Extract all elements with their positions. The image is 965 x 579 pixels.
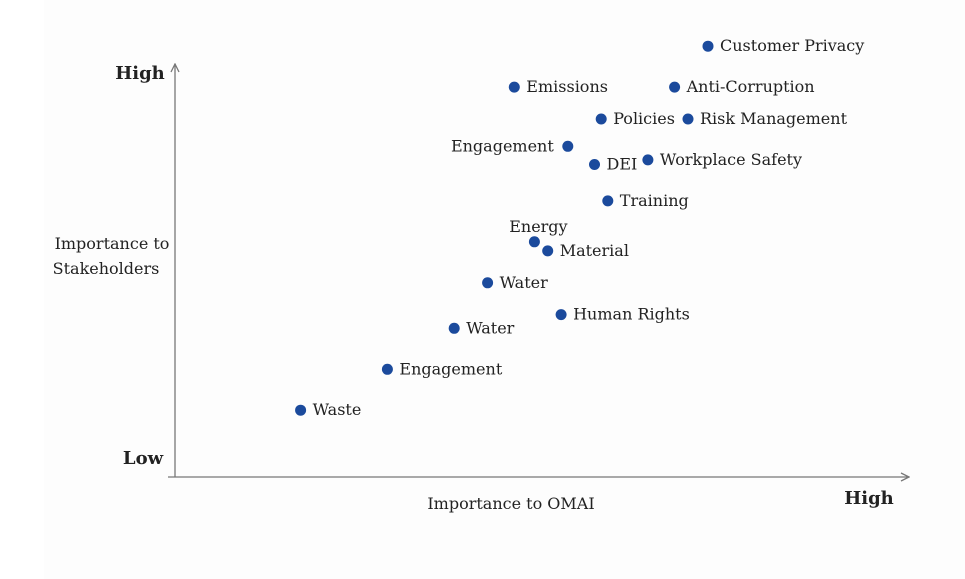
data-point-human-rights	[555, 309, 567, 321]
data-label-training: Training	[620, 191, 689, 210]
data-label-waste: Waste	[313, 400, 362, 419]
data-label-policies: Policies	[613, 109, 675, 128]
x-axis-high-label: High	[844, 488, 894, 509]
data-label-risk-management: Risk Management	[700, 109, 848, 128]
data-point-water	[482, 277, 494, 289]
y-axis-low-label: Low	[123, 448, 164, 469]
x-axis-title: Importance to OMAI	[427, 494, 594, 513]
data-label-water: Water	[466, 318, 514, 337]
data-point-risk-management	[682, 113, 694, 125]
data-label-emissions: Emissions	[526, 77, 608, 96]
data-point-waste	[295, 404, 307, 416]
data-label-engagement: Engagement	[399, 359, 502, 378]
data-point-policies	[595, 113, 607, 125]
chart-panel	[44, 0, 965, 579]
data-point-water	[448, 322, 460, 334]
data-point-customer-privacy	[702, 40, 714, 52]
data-label-anti-corruption: Anti-Corruption	[686, 77, 815, 96]
data-label-human-rights: Human Rights	[573, 305, 690, 324]
data-point-emissions	[508, 81, 520, 93]
data-label-workplace-safety: Workplace Safety	[660, 150, 802, 169]
data-point-anti-corruption	[669, 81, 681, 93]
data-label-customer-privacy: Customer Privacy	[720, 36, 864, 55]
data-label-material: Material	[560, 241, 629, 260]
data-point-material	[542, 245, 554, 257]
y-axis-title-line-1: Importance to	[55, 234, 170, 253]
data-point-dei	[589, 159, 600, 170]
y-axis-high-label: High	[115, 63, 165, 84]
data-label-dei: DEI	[607, 155, 638, 174]
data-point-training	[602, 195, 614, 207]
y-axis-title-line-2: Stakeholders	[53, 259, 160, 278]
data-point-engagement	[562, 140, 574, 152]
data-points-layer: Customer Privacy Emissions Anti-Corruption…	[295, 36, 864, 419]
data-label-energy: Energy	[509, 217, 567, 236]
data-label-water: Water	[500, 273, 548, 292]
data-point-engagement	[381, 363, 393, 375]
data-point-energy	[528, 236, 540, 248]
data-label-engagement: Engagement	[451, 136, 554, 155]
data-point-workplace-safety	[642, 154, 654, 166]
